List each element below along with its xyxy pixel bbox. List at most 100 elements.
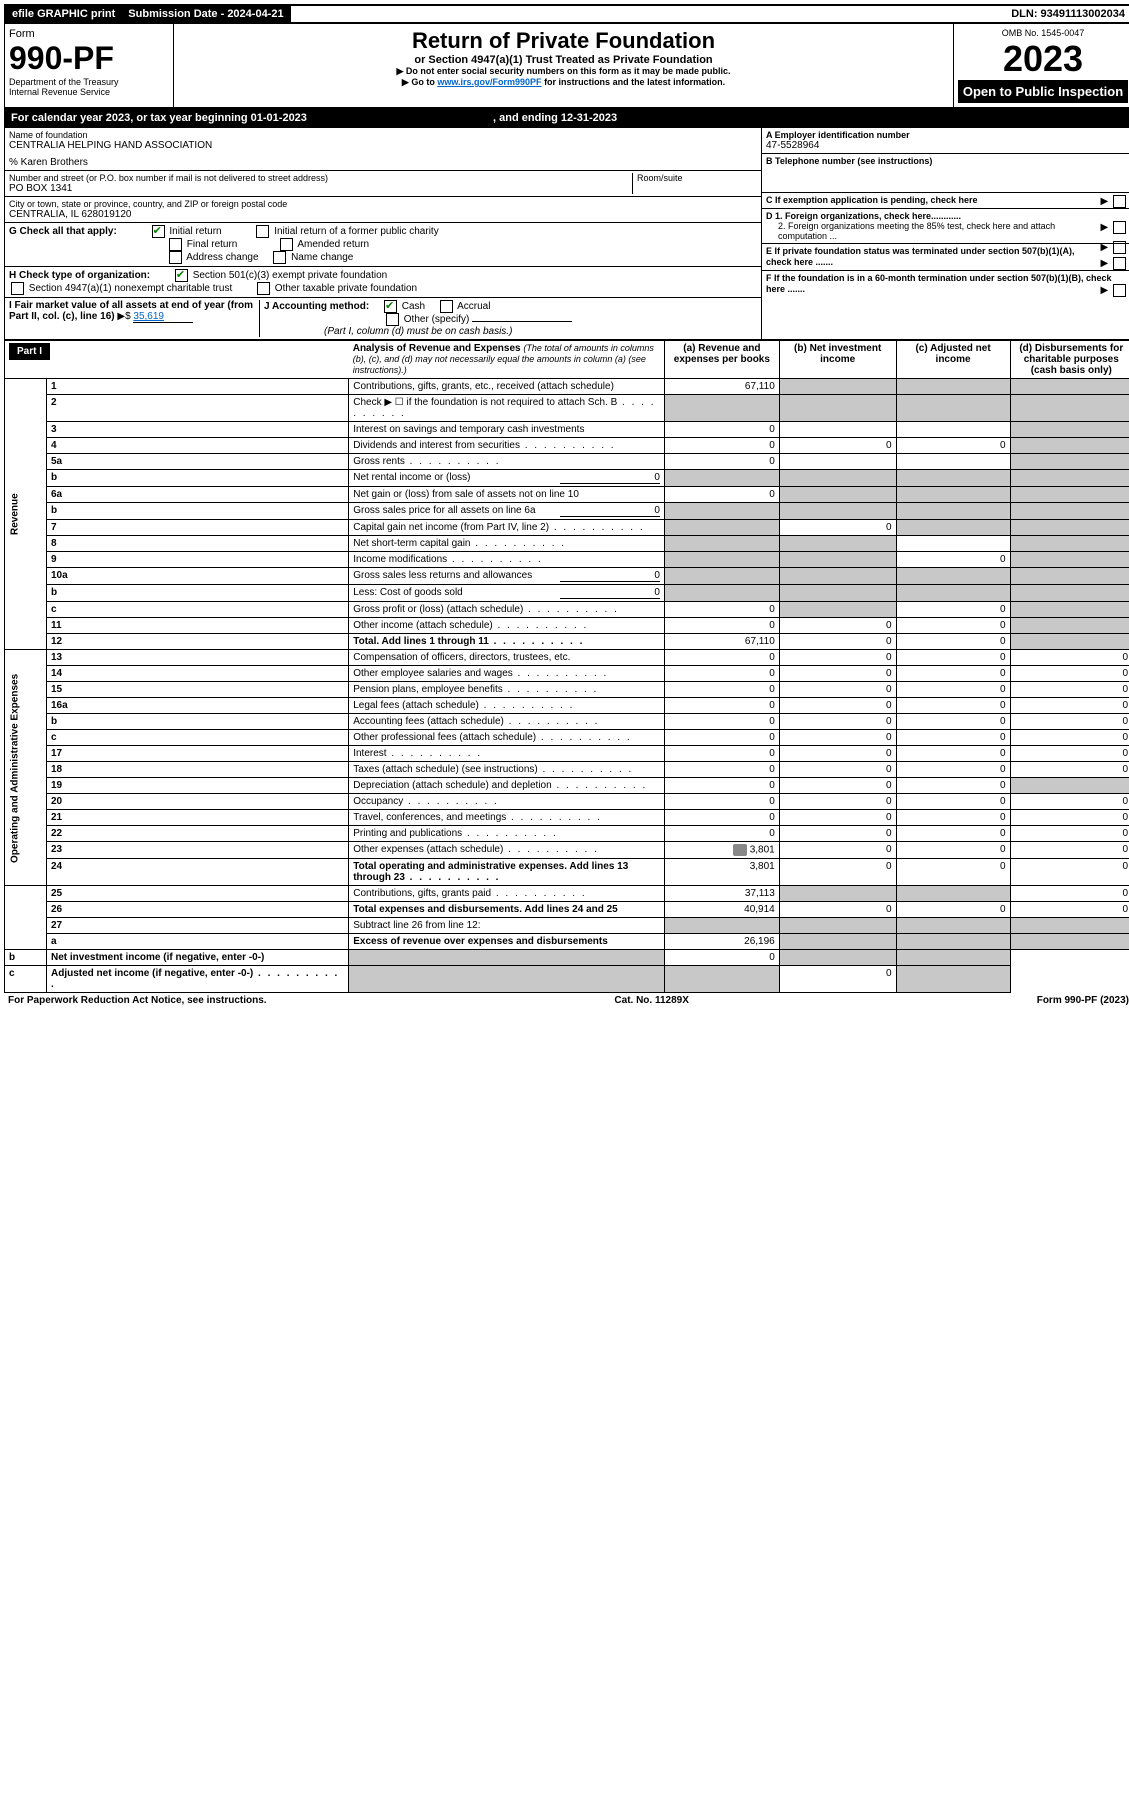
value-cell: 0 — [1010, 902, 1129, 918]
value-cell: 0 — [1010, 714, 1129, 730]
col-b-header: (b) Net investment income — [779, 341, 896, 379]
line-description: Dividends and interest from securities — [349, 438, 665, 454]
value-cell: 0 — [779, 794, 896, 810]
checkbox-cash[interactable] — [384, 300, 397, 313]
checkbox-final[interactable] — [169, 238, 182, 251]
value-cell — [1010, 422, 1129, 438]
table-row: 10aGross sales less returns and allowanc… — [5, 568, 1129, 585]
col-a-header: (a) Revenue and expenses per books — [664, 341, 779, 379]
value-cell: 0 — [896, 778, 1010, 794]
checkbox-f[interactable] — [1113, 284, 1126, 297]
value-cell — [779, 886, 896, 902]
table-row: 15Pension plans, employee benefits0000 — [5, 682, 1129, 698]
checkbox-d2[interactable] — [1113, 241, 1126, 254]
checkbox-501c3[interactable] — [175, 269, 188, 282]
value-cell: 0 — [896, 859, 1010, 886]
efile-label[interactable]: efile GRAPHIC print — [6, 6, 122, 22]
line-description: Travel, conferences, and meetings — [349, 810, 665, 826]
table-row: cAdjusted net income (if negative, enter… — [5, 966, 1129, 993]
value-cell: 0 — [896, 762, 1010, 778]
value-cell — [1010, 536, 1129, 552]
attachment-icon[interactable] — [733, 844, 747, 856]
g-label: G Check all that apply: — [9, 226, 117, 237]
line-number: c — [47, 730, 349, 746]
line-number: 12 — [47, 634, 349, 650]
value-cell — [1010, 520, 1129, 536]
value-cell: 3,801 — [664, 842, 779, 859]
checkbox-other-pf[interactable] — [257, 282, 270, 295]
value-cell — [664, 536, 779, 552]
checkbox-name[interactable] — [273, 251, 286, 264]
value-cell — [1010, 618, 1129, 634]
checkbox-c[interactable] — [1113, 195, 1126, 208]
table-row: 2Check ▶ ☐ if the foundation is not requ… — [5, 395, 1129, 422]
value-cell — [779, 422, 896, 438]
line-number: 6a — [47, 487, 349, 503]
checkbox-address[interactable] — [169, 251, 182, 264]
line-number: 23 — [47, 842, 349, 859]
checkbox-amended[interactable] — [280, 238, 293, 251]
value-cell: 0 — [664, 666, 779, 682]
table-row: 23Other expenses (attach schedule) 3,801… — [5, 842, 1129, 859]
value-cell: 0 — [664, 714, 779, 730]
line-number: 26 — [47, 902, 349, 918]
line-number: 11 — [47, 618, 349, 634]
value-cell — [779, 918, 896, 934]
dept-label: Department of the Treasury — [9, 77, 169, 87]
checkbox-d1[interactable] — [1113, 221, 1126, 234]
calendar-year-row: For calendar year 2023, or tax year begi… — [4, 108, 1129, 128]
part1-title: Analysis of Revenue and Expenses — [353, 343, 521, 354]
value-cell: 0 — [664, 698, 779, 714]
value-cell — [1010, 918, 1129, 934]
fmv-value[interactable]: 35,619 — [133, 311, 193, 323]
table-row: bNet rental income or (loss) 0 — [5, 470, 1129, 487]
line-number: 10a — [47, 568, 349, 585]
line-number: 17 — [47, 746, 349, 762]
value-cell: 0 — [896, 810, 1010, 826]
checkbox-4947[interactable] — [11, 282, 24, 295]
value-cell: 0 — [779, 810, 896, 826]
value-cell: 0 — [779, 842, 896, 859]
value-cell — [664, 568, 779, 585]
checkbox-e[interactable] — [1113, 257, 1126, 270]
g-initial: Initial return — [169, 226, 221, 237]
j-label: J Accounting method: — [264, 301, 369, 312]
line-number: 27 — [47, 918, 349, 934]
checkbox-accrual[interactable] — [440, 300, 453, 313]
value-cell: 0 — [779, 778, 896, 794]
street-address: PO BOX 1341 — [9, 183, 632, 194]
line-number: 2 — [47, 395, 349, 422]
value-cell — [1010, 934, 1129, 950]
line-number: 9 — [47, 552, 349, 568]
checkbox-initial-former[interactable] — [256, 225, 269, 238]
value-cell — [1010, 552, 1129, 568]
form990pf-link[interactable]: www.irs.gov/Form990PF — [437, 77, 541, 87]
line-number: 4 — [47, 438, 349, 454]
form-title: Return of Private Foundation — [178, 28, 949, 54]
checkbox-initial-return[interactable] — [152, 225, 165, 238]
line-number: 8 — [47, 536, 349, 552]
line-description: Depreciation (attach schedule) and deple… — [349, 778, 665, 794]
value-cell — [896, 966, 1010, 993]
g-final: Final return — [187, 239, 238, 250]
value-cell: 0 — [779, 762, 896, 778]
value-cell: 0 — [779, 746, 896, 762]
tax-year: 2023 — [958, 38, 1128, 80]
blank-section — [5, 886, 47, 950]
value-cell: 0 — [664, 618, 779, 634]
table-row: cOther professional fees (attach schedul… — [5, 730, 1129, 746]
value-cell: 0 — [664, 438, 779, 454]
g-initial-former: Initial return of a former public charit… — [274, 226, 439, 237]
line-description: Capital gain net income (from Part IV, l… — [349, 520, 665, 536]
checkbox-other-method[interactable] — [386, 313, 399, 326]
value-cell: 0 — [896, 650, 1010, 666]
value-cell: 0 — [779, 634, 896, 650]
line-number: 20 — [47, 794, 349, 810]
line-description: Taxes (attach schedule) (see instruction… — [349, 762, 665, 778]
line-number: 13 — [47, 650, 349, 666]
table-row: bAccounting fees (attach schedule)0000 — [5, 714, 1129, 730]
line-description: Net short-term capital gain — [349, 536, 665, 552]
line-description: Contributions, gifts, grants paid — [349, 886, 665, 902]
value-cell — [664, 395, 779, 422]
g-amended: Amended return — [297, 239, 369, 250]
